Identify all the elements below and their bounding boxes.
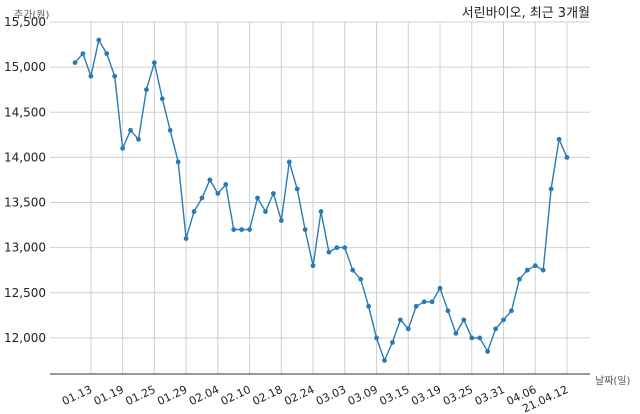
data-point	[493, 326, 498, 332]
y-axis-label: 주가(원)	[14, 9, 50, 21]
data-point	[374, 335, 379, 341]
data-point	[501, 317, 506, 323]
y-tick-label: 15,500	[4, 15, 46, 29]
data-point	[247, 227, 252, 232]
data-point	[540, 267, 546, 273]
x-tick-label: 02.04	[187, 383, 221, 408]
data-point	[516, 276, 522, 282]
data-point	[183, 236, 189, 242]
data-point	[255, 195, 260, 201]
x-tick-label: 01.13	[60, 383, 94, 408]
data-point	[175, 159, 181, 165]
data-point	[326, 249, 332, 255]
data-point	[564, 154, 570, 160]
data-point	[318, 209, 324, 214]
data-point	[223, 182, 229, 187]
data-point	[191, 209, 197, 214]
x-tick-label: 02.18	[251, 383, 285, 408]
data-point	[397, 317, 403, 323]
data-point	[461, 317, 467, 323]
data-point	[382, 358, 387, 363]
data-point	[469, 335, 475, 341]
data-point	[366, 303, 372, 309]
data-point	[421, 299, 427, 305]
data-point	[231, 227, 237, 232]
x-tick-label: 01.25	[124, 383, 158, 408]
x-tick-label: 01.29	[155, 383, 189, 408]
data-point	[159, 96, 165, 102]
data-point	[509, 308, 514, 314]
data-point	[112, 73, 118, 79]
data-point	[80, 51, 86, 56]
data-point	[524, 267, 530, 273]
data-point	[128, 127, 133, 133]
y-tick-label: 12,000	[4, 331, 46, 345]
grid	[50, 21, 590, 374]
data-point	[342, 245, 348, 251]
data-point	[413, 303, 419, 309]
chart-title: 서린바이오, 최근 3개월	[462, 6, 590, 21]
data-point	[88, 73, 94, 79]
data-point	[199, 195, 205, 201]
data-point	[270, 191, 276, 196]
y-tick-label: 13,000	[4, 241, 46, 255]
x-tick-label: 02.10	[219, 383, 253, 408]
data-point	[151, 60, 157, 66]
data-point	[477, 335, 483, 341]
data-point	[207, 177, 213, 183]
data-point	[72, 60, 78, 66]
data-point	[144, 87, 149, 93]
data-point	[136, 136, 141, 142]
y-tick-label: 13,500	[4, 196, 46, 210]
data-point	[239, 227, 245, 232]
x-tick-label: 01.19	[92, 383, 126, 408]
data-point	[334, 245, 340, 251]
y-tick-label: 14,500	[4, 105, 46, 119]
x-tick-labels: 01.1301.1901.2501.2902.0402.1002.1802.24…	[60, 383, 570, 414]
data-point	[294, 186, 300, 192]
data-point	[445, 308, 451, 314]
data-point	[548, 186, 554, 192]
data-point	[405, 326, 411, 332]
data-point	[310, 263, 316, 269]
y-tick-label: 14,000	[4, 150, 46, 164]
data-point	[390, 340, 395, 345]
series	[72, 37, 570, 363]
data-point	[120, 145, 126, 151]
x-tick-label: 02.24	[282, 383, 316, 408]
x-tick-label: 03.03	[314, 383, 348, 408]
x-axis-label: 날짜(일)	[595, 375, 631, 387]
data-point	[532, 263, 538, 269]
y-tick-labels: 12,000 12,500 13,000 13,500 14,000 14,500 15,0…	[4, 15, 46, 345]
data-point	[437, 285, 443, 291]
data-point	[278, 218, 284, 223]
x-tick-label: 03.31	[473, 383, 507, 408]
data-point	[263, 209, 268, 214]
data-point	[350, 267, 356, 273]
series-line	[74, 38, 568, 363]
data-point	[429, 299, 435, 305]
data-point	[302, 227, 308, 232]
data-point	[96, 37, 102, 43]
data-point	[215, 191, 221, 196]
data-point	[104, 51, 110, 56]
data-point	[286, 159, 292, 165]
x-tick-label: 03.19	[409, 383, 443, 408]
data-point	[485, 349, 491, 354]
data-point	[358, 276, 364, 282]
y-tick-label: 12,500	[4, 286, 46, 300]
x-tick-label: 03.09	[346, 383, 380, 408]
data-point	[167, 127, 173, 133]
data-point	[453, 330, 459, 336]
x-tick-label: 03.25	[441, 383, 475, 408]
x-tick-label: 03.15	[378, 383, 412, 408]
data-point	[556, 136, 562, 142]
y-tick-label: 15,000	[4, 60, 46, 74]
